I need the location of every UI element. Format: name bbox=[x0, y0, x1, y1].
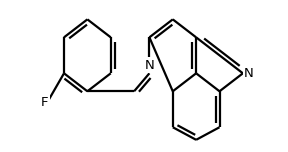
Text: F: F bbox=[41, 97, 49, 109]
Text: N: N bbox=[244, 67, 253, 80]
Text: N: N bbox=[145, 59, 154, 71]
